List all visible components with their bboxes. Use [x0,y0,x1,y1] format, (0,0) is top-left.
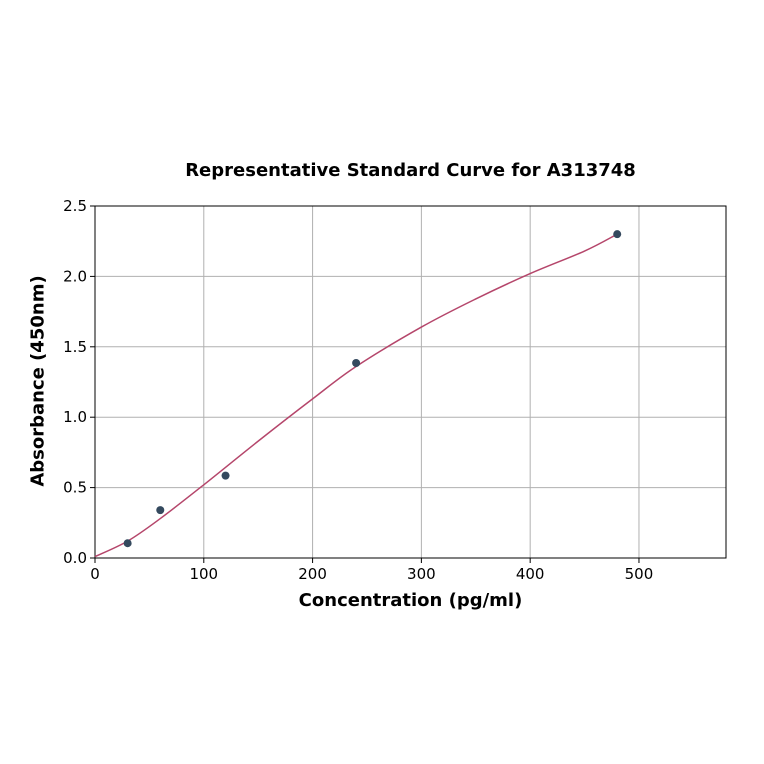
y-tick-label: 1.0 [63,408,87,426]
x-axis-label: Concentration (pg/ml) [298,590,523,611]
y-tick-label: 0.5 [63,479,87,497]
chart-title: Representative Standard Curve for A31374… [185,160,636,181]
y-tick-label: 1.5 [63,338,87,356]
x-tick-label: 100 [189,565,218,583]
x-tick-label: 500 [625,565,654,583]
y-tick-label: 2.5 [63,197,87,215]
x-tick-label: 0 [90,565,100,583]
y-axis-label: Absorbance (450nm) [27,275,49,487]
data-point [613,230,622,239]
y-tick-label: 2.0 [63,267,87,285]
data-point [156,506,165,515]
y-tick-label: 0.0 [63,549,87,567]
fitted-curve-line [94,233,618,558]
x-tick-label: 400 [516,565,545,583]
plot-frame [94,205,727,559]
data-point [221,471,230,480]
data-point [352,358,361,367]
x-tick-label: 300 [407,565,436,583]
x-tick-label: 200 [298,565,327,583]
data-point [123,539,132,548]
